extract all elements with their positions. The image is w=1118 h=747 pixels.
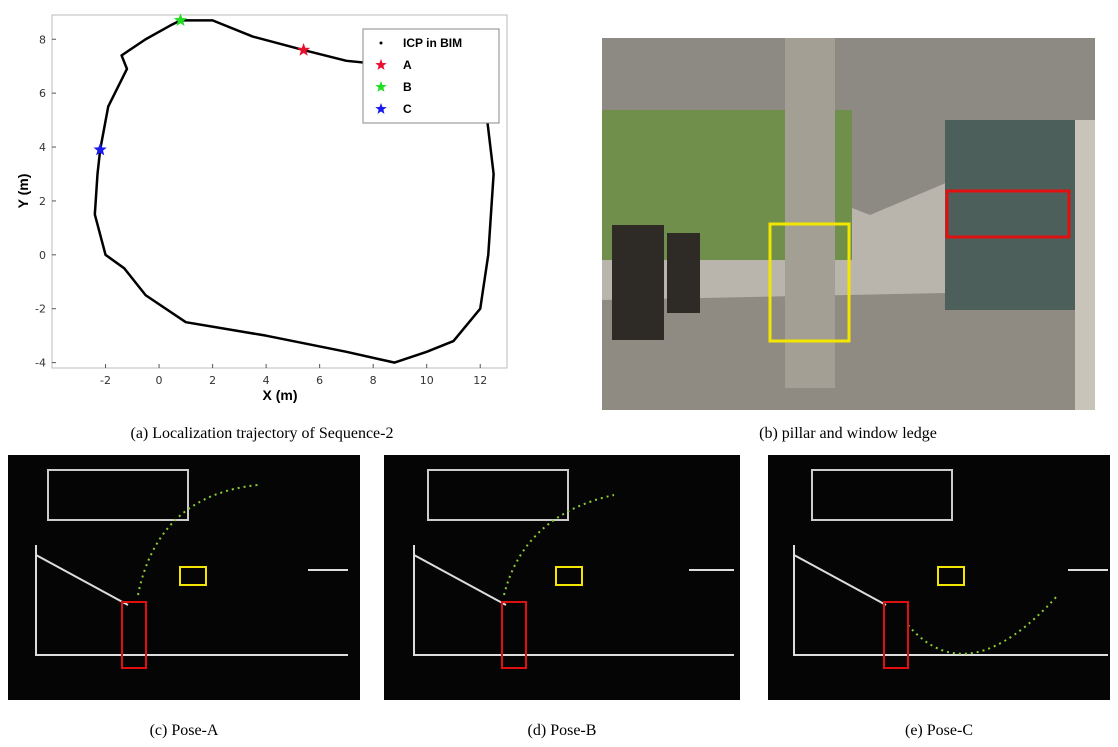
caption: (a) Localization trajectory of Sequence-…: [131, 425, 394, 442]
trajectory-chart: X (m) Y (m) -2 0 2 4 6 8 10 12 -4 -2 0 2 4 6 8 ICP in B…: [15, 13, 507, 403]
x-tick-label: 2: [209, 374, 216, 387]
caption: (b) pillar and window ledge: [759, 425, 937, 442]
y-tick-label: 2: [39, 195, 46, 208]
legend-label: ICP in BIM: [403, 36, 462, 50]
x-tick-label: 6: [316, 374, 323, 387]
y-axis-label: Y (m): [15, 174, 31, 209]
figure: (a) Localization trajectory of Sequence-…: [0, 0, 1118, 747]
marker-star: [297, 43, 310, 56]
legend-marker: [380, 42, 383, 45]
photo: [602, 38, 1095, 410]
caption: (c) Pose-A: [150, 722, 219, 739]
point-cloud-panels: [8, 455, 1110, 700]
x-tick-label: -2: [100, 374, 111, 387]
caption: (e) Pose-C: [905, 722, 973, 739]
x-tick-label: 4: [263, 374, 270, 387]
legend-label: A: [403, 58, 412, 72]
legend-label: C: [403, 102, 412, 116]
y-tick-label: -4: [35, 357, 46, 370]
y-tick-label: -2: [35, 303, 46, 316]
x-tick-label: 8: [370, 374, 377, 387]
y-tick-label: 4: [39, 141, 46, 154]
x-tick-label: 0: [156, 374, 163, 387]
y-tick-label: 6: [39, 87, 46, 100]
x-axis-label: X (m): [263, 387, 298, 403]
caption: (d) Pose-B: [528, 722, 597, 739]
legend-label: B: [403, 80, 412, 94]
x-tick-label: 12: [473, 374, 487, 387]
y-tick-label: 8: [39, 33, 46, 46]
x-tick-label: 10: [420, 374, 434, 387]
y-tick-label: 0: [39, 249, 46, 262]
